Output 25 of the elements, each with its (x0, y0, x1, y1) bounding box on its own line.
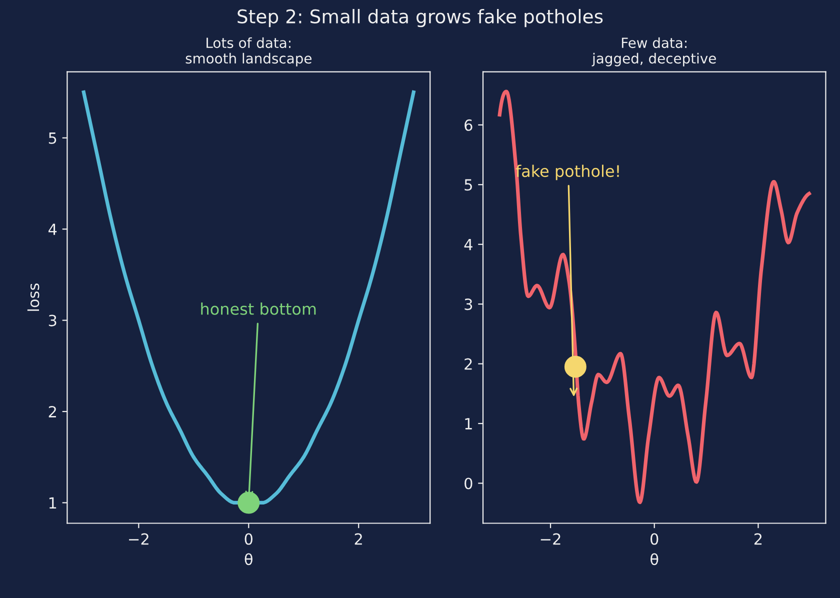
x-tick-label: 2 (754, 533, 762, 545)
y-tick-label: 1 (465, 418, 472, 430)
y-tick-label: 3 (464, 298, 472, 310)
x-tick-label: 2 (354, 533, 362, 545)
y-tick-label: 1 (49, 497, 56, 509)
x-tick-label: 0 (244, 533, 252, 545)
y-tick-label: 2 (464, 358, 472, 370)
text: Step 2: Small data grows fake potholes (238, 8, 603, 28)
chart-title: Few data: jagged, deceptive (592, 37, 716, 66)
x-tick-label: −2 (129, 533, 148, 545)
x-axis-title: θ (244, 553, 252, 566)
y-tick-label: 4 (464, 239, 472, 250)
annotation: honest bottom (201, 302, 316, 315)
y-tick-label: 5 (48, 132, 56, 144)
y-tick-label: 6 (464, 119, 472, 131)
x-tick-label: 0 (650, 533, 658, 545)
y-tick-label: 5 (464, 179, 472, 191)
x-tick-label: −2 (540, 533, 560, 545)
y-tick-label: 0 (464, 478, 472, 490)
y-tick-label: 2 (48, 406, 56, 418)
y-tick-label: 3 (48, 314, 56, 326)
y-axis-title: loss (27, 283, 40, 311)
y-tick-label: 4 (48, 224, 57, 235)
x-axis-title: θ (650, 553, 658, 566)
chart-title: Lots of data: smooth landscape (186, 37, 312, 66)
